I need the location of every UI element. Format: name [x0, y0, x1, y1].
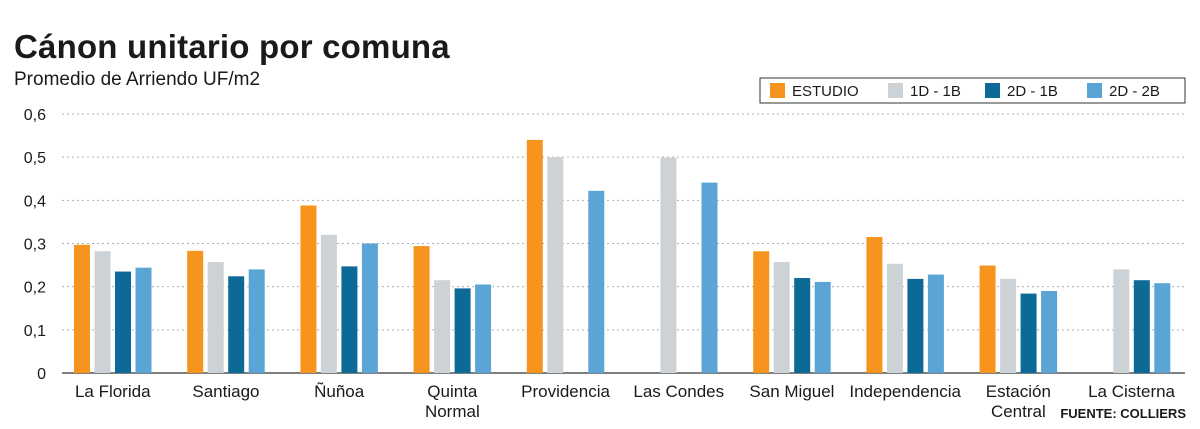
- bar-1d-1b: [1113, 269, 1130, 373]
- category-label: Central: [991, 402, 1046, 421]
- y-tick-label: 0,4: [24, 193, 46, 210]
- bar-2d-2b: [135, 267, 152, 373]
- legend-swatch: [1087, 83, 1102, 98]
- legend-box: [759, 77, 1186, 104]
- bar-1d-1b: [773, 262, 790, 373]
- y-tick-label: 0,5: [24, 150, 46, 167]
- bar-1d-1b: [547, 157, 564, 373]
- chart-subtitle: Promedio de Arriendo UF/m2: [14, 69, 261, 90]
- bar-estudio: [74, 244, 90, 373]
- bar-1d-1b: [94, 251, 111, 373]
- y-tick-label: 0: [37, 366, 46, 383]
- category-label: Estación: [986, 382, 1051, 401]
- bar-estudio: [866, 237, 883, 373]
- bar-2d-2b: [701, 182, 718, 373]
- bar-1d-1b: [320, 234, 337, 373]
- category-label: Providencia: [521, 382, 610, 401]
- category-label: La Florida: [75, 382, 151, 401]
- bar-2d-2b: [1041, 290, 1058, 373]
- bar-2d-2b: [1154, 283, 1171, 373]
- bar-2d-1b: [454, 288, 471, 373]
- bar-1d-1b: [660, 157, 677, 373]
- category-label: San Miguel: [749, 382, 834, 401]
- category-label: Santiago: [192, 382, 259, 401]
- legend-swatch: [770, 83, 785, 98]
- y-tick-label: 0,6: [24, 107, 46, 124]
- category-label: Quinta: [427, 382, 478, 401]
- bar-2d-1b: [794, 278, 811, 373]
- bar-estudio: [753, 251, 770, 373]
- bar-2d-2b: [248, 269, 265, 373]
- legend-label: 2D - 1B: [1007, 83, 1058, 100]
- bar-estudio: [413, 246, 430, 373]
- y-tick-label: 0,2: [24, 280, 46, 297]
- source-note: FUENTE: COLLIERS: [1060, 406, 1186, 421]
- bar-2d-2b: [588, 190, 605, 373]
- legend-swatch: [985, 83, 1000, 98]
- bar-2d-2b: [927, 274, 944, 373]
- bar-1d-1b: [1000, 278, 1017, 373]
- category-label: La Cisterna: [1088, 382, 1175, 401]
- legend-swatch: [888, 83, 903, 98]
- category-label: Las Condes: [633, 382, 724, 401]
- bar-estudio: [526, 139, 543, 373]
- bar-1d-1b: [886, 263, 903, 373]
- bar-estudio: [300, 205, 317, 373]
- bar-2d-1b: [341, 266, 358, 373]
- bar-estudio: [979, 265, 996, 373]
- category-label: Normal: [425, 402, 480, 421]
- category-label: Ñuñoa: [314, 382, 365, 401]
- bar-1d-1b: [207, 262, 224, 373]
- bar-2d-1b: [115, 271, 131, 373]
- legend-label: 1D - 1B: [910, 83, 961, 100]
- y-tick-label: 0,1: [24, 323, 46, 340]
- bar-2d-1b: [228, 276, 245, 373]
- legend-label: ESTUDIO: [792, 83, 859, 100]
- bar-2d-1b: [907, 278, 924, 373]
- y-tick-label: 0,3: [24, 237, 46, 254]
- bar-2d-2b: [475, 284, 492, 373]
- bar-2d-2b: [361, 243, 378, 373]
- bar-1d-1b: [434, 280, 451, 373]
- chart-title: Cánon unitario por comuna: [14, 28, 450, 65]
- legend-label: 2D - 2B: [1109, 83, 1160, 100]
- bar-2d-1b: [1020, 293, 1037, 373]
- bar-estudio: [187, 250, 204, 373]
- bar-2d-1b: [1133, 280, 1150, 373]
- category-label: Independencia: [849, 382, 961, 401]
- bar-2d-2b: [814, 281, 831, 373]
